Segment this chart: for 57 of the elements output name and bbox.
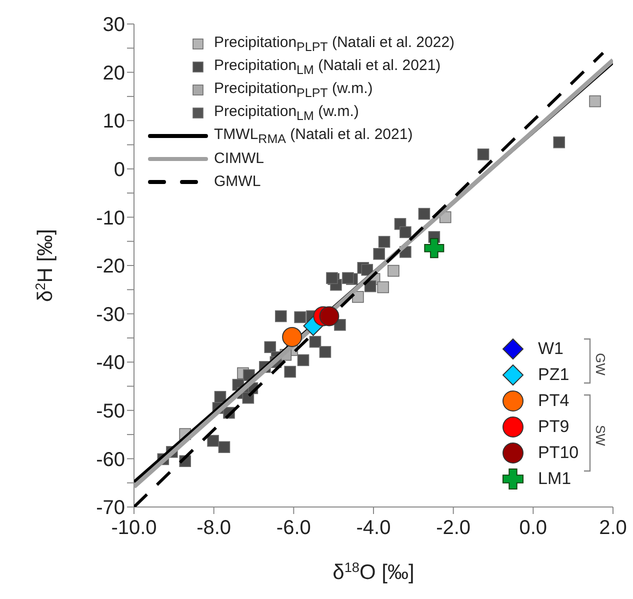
y-tick-label: -40 (96, 352, 125, 374)
x-tick-label: 0.0 (519, 517, 548, 540)
x-tick-label: -6.0 (276, 517, 311, 540)
point (284, 366, 296, 378)
point (309, 336, 322, 348)
point (373, 248, 385, 260)
y-tick-label: -70 (96, 497, 125, 520)
y-tick-label: 20 (102, 62, 125, 84)
x-tick-label: -8.0 (196, 517, 232, 540)
legend-label: LM1 (538, 469, 572, 489)
point (589, 95, 601, 108)
point (319, 346, 332, 358)
y-tick-label: 10 (102, 110, 125, 133)
point (388, 264, 400, 277)
point (377, 281, 389, 294)
x-tick-label: -10.0 (111, 517, 157, 540)
legend-label: PT4 (538, 391, 570, 411)
y-tick-label: -60 (96, 448, 125, 471)
y-tick-label: 0 (114, 159, 125, 181)
point (342, 272, 354, 284)
x-tick-label: 2.0 (599, 517, 627, 540)
x-axis-title: δ$^{18}$O [‰] (332, 560, 414, 584)
point (477, 148, 490, 160)
x-tick-label: -4.0 (356, 517, 391, 540)
point (207, 434, 219, 447)
legend-label: Precipitation$_{PLPT}$ (Natali et al. 2022) (214, 34, 455, 54)
legend-label: PT9 (538, 417, 570, 437)
legend-label: GMWL (214, 173, 261, 190)
point (400, 226, 412, 238)
legend-label: CIMWL (214, 150, 264, 167)
y-tick-label: 30 (102, 14, 125, 36)
y-tick-label: -10 (96, 207, 125, 230)
point (274, 310, 287, 322)
point (553, 136, 566, 148)
point (218, 441, 230, 454)
legend-label: W1 (538, 339, 564, 359)
point (264, 341, 276, 354)
point (319, 306, 340, 326)
annotation: GW (592, 353, 608, 376)
legend-label: TMWL$_{RMA}$ (Natali et al. 2021) (214, 126, 413, 146)
legend-label: Precipitation$_{LM}$ (Natali et al. 2021) (214, 56, 441, 76)
point (424, 238, 444, 258)
legend-label: PZ1 (538, 365, 570, 385)
x-tick-label: -2.0 (436, 517, 471, 540)
point (378, 236, 390, 248)
legend-label: PT10 (538, 443, 579, 463)
legend-label: Precipitation$_{LM}$ (w.m.) (214, 102, 359, 122)
annotation: SW (592, 425, 608, 446)
y-tick-label: -20 (96, 256, 125, 278)
legend-label: Precipitation$_{PLPT}$ (w.m.) (214, 80, 373, 100)
point (297, 354, 310, 366)
point (361, 264, 374, 276)
point (294, 311, 306, 324)
y-tick-label: -30 (96, 304, 125, 326)
point (418, 208, 430, 220)
point (282, 326, 302, 347)
y-tick-label: -50 (96, 400, 125, 422)
